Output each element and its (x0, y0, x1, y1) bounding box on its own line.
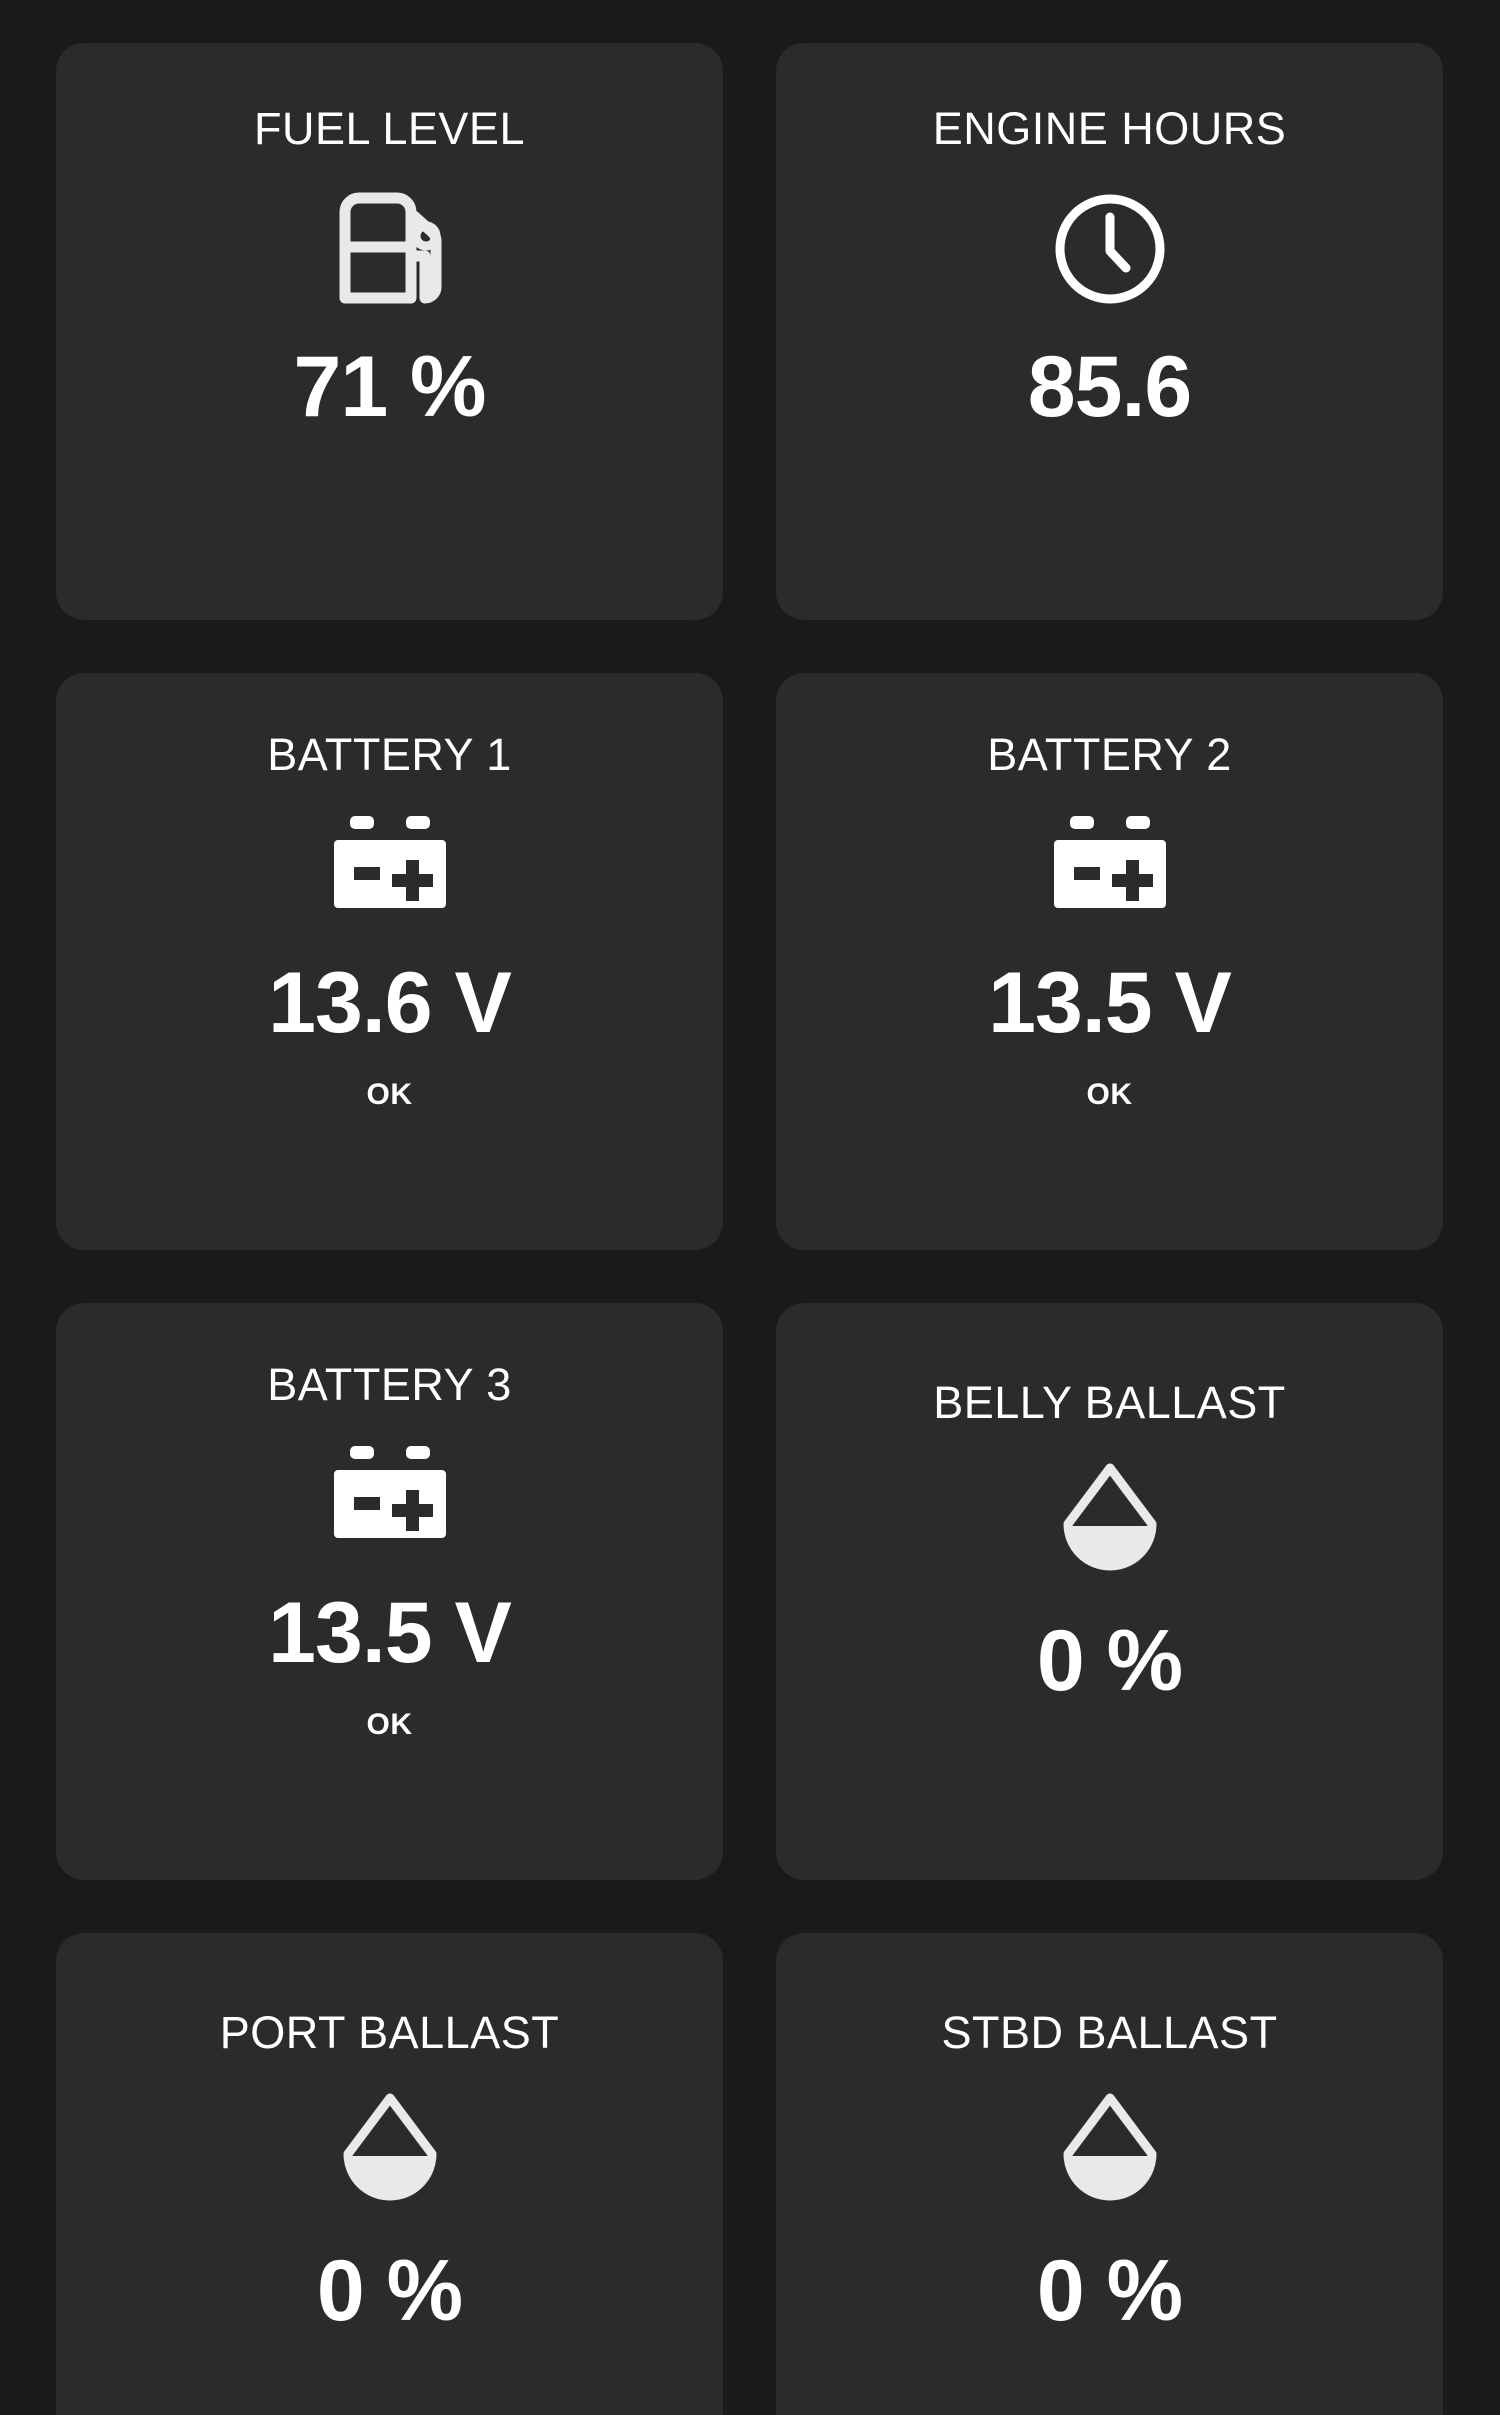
card-value: 0 % (1036, 1613, 1183, 1710)
status-badge: OK (366, 1078, 413, 1112)
card-fuel-level[interactable]: FUEL LEVEL 71 % (56, 43, 723, 620)
battery-icon (328, 1442, 452, 1546)
clock-icon (1050, 190, 1170, 308)
water-droplet-icon (1058, 1462, 1162, 1578)
card-battery-3[interactable]: BATTERY 3 13.5 V OK (56, 1303, 723, 1880)
card-battery-1[interactable]: BATTERY 1 13.6 V OK (56, 673, 723, 1250)
card-title: FUEL LEVEL (254, 103, 525, 154)
fuel-pump-icon (337, 190, 443, 308)
card-port-ballast[interactable]: PORT BALLAST 0 % (56, 1933, 723, 2415)
card-value: 0 % (316, 2243, 463, 2340)
battery-icon (328, 812, 452, 916)
status-badge: OK (1086, 1078, 1133, 1112)
card-value: 85.6 (1027, 339, 1192, 436)
card-stbd-ballast[interactable]: STBD BALLAST 0 % (776, 1933, 1443, 2415)
card-title: STBD BALLAST (941, 2007, 1278, 2058)
card-engine-hours[interactable]: ENGINE HOURS 85.6 (776, 43, 1443, 620)
card-value: 13.5 V (268, 1585, 512, 1682)
card-title: BATTERY 1 (267, 729, 512, 780)
card-battery-2[interactable]: BATTERY 2 13.5 V OK (776, 673, 1443, 1250)
card-belly-ballast[interactable]: BELLY BALLAST 0 % (776, 1303, 1443, 1880)
card-value: 0 % (1036, 2243, 1183, 2340)
status-badge: OK (366, 1708, 413, 1742)
card-value: 13.6 V (268, 955, 512, 1052)
card-title: BATTERY 3 (267, 1359, 512, 1410)
water-droplet-icon (1058, 2092, 1162, 2208)
water-droplet-icon (338, 2092, 442, 2208)
card-title: BATTERY 2 (987, 729, 1232, 780)
card-value: 71 % (293, 339, 486, 436)
card-title: BELLY BALLAST (933, 1377, 1286, 1428)
card-value: 13.5 V (988, 955, 1232, 1052)
card-title: ENGINE HOURS (932, 103, 1287, 154)
battery-icon (1048, 812, 1172, 916)
card-title: PORT BALLAST (219, 2007, 560, 2058)
